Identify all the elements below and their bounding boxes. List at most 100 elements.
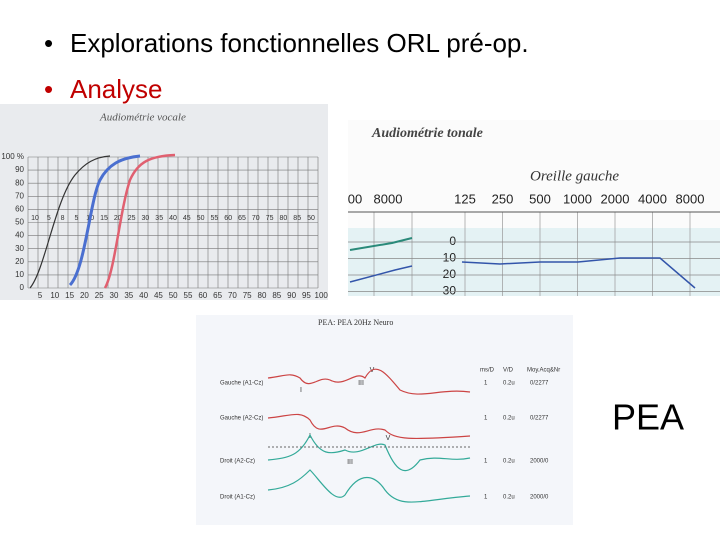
y-label: 30 [15, 244, 24, 253]
x-label: 35 [124, 291, 133, 300]
bullet-text: Explorations fonctionnelles ORL pré-op. [70, 28, 529, 58]
freq-label: 250 [492, 191, 514, 206]
mid-label: 40 [169, 215, 177, 222]
mid-label: 15 [100, 215, 108, 222]
peak-label: III [347, 459, 353, 466]
x-label: 100 [315, 291, 329, 300]
photo-title: PEA: PEA 20Hz Neuro [318, 318, 393, 327]
db-label: 30 [443, 284, 457, 298]
cell: 0.2u [503, 381, 515, 387]
curve [349, 237, 413, 251]
mid-label: 8 [61, 215, 65, 222]
bullet: • Explorations fonctionnelles ORL pré-op. [44, 28, 529, 58]
mid-label: 35 [155, 215, 163, 222]
x-label: 45 [154, 291, 163, 300]
mid-label: 85 [293, 215, 301, 222]
x-label: 70 [228, 291, 237, 300]
column-header: ms/D [480, 368, 495, 374]
x-label: 60 [198, 291, 207, 300]
y-label: 40 [15, 231, 24, 240]
photo-subtitle: Oreille gauche [530, 168, 619, 184]
cell: 0/2277 [530, 381, 549, 387]
cell: Droit (A2-Cz) [220, 459, 255, 465]
freq-label: 125 [454, 191, 476, 206]
mid-label: 50 [197, 215, 205, 222]
bullet-text: Analyse [70, 74, 163, 104]
mid-label: 25 [128, 215, 136, 222]
y-label: 80 [15, 178, 24, 187]
bullet: • Analyse [44, 74, 163, 104]
peak-label: I [300, 387, 302, 394]
grid: 00 8000 125 250 500 1000 2000 4000 8000 0 10 20 30 [348, 191, 720, 298]
cell: 1 [484, 416, 488, 422]
freq-label: 2000 [601, 191, 630, 206]
column-header: Moy.Acq&Nr [527, 368, 560, 374]
wave [267, 368, 471, 395]
caption: PEA [612, 397, 684, 438]
cell: Gauche (A2-Cz) [220, 416, 263, 422]
cell: 0.2u [503, 416, 515, 422]
curve [29, 155, 111, 289]
mid-label: 60 [224, 215, 232, 222]
photo-title: Audiométrie tonale [371, 126, 483, 141]
cell: Droit (A1-Cz) [220, 495, 255, 501]
peak-label: V [386, 435, 391, 442]
x-label: 30 [110, 291, 119, 300]
curve [103, 153, 176, 289]
y-label: 60 [15, 205, 24, 214]
y-label: 70 [15, 191, 24, 200]
column-header: V/D [503, 368, 514, 374]
photo-title: Audiométrie vocale [99, 112, 186, 124]
wave [267, 469, 471, 503]
mid-label: 50 [307, 215, 315, 222]
x-label: 55 [184, 291, 193, 300]
cell: 2000/0 [530, 495, 549, 501]
x-label: 15 [65, 291, 74, 300]
x-label: 50 [169, 291, 178, 300]
curve [68, 154, 141, 287]
x-label: 25 [95, 291, 104, 300]
peak-label: III [358, 380, 364, 387]
cell: 1 [484, 495, 488, 501]
mid-label: 70 [252, 215, 260, 222]
wave [267, 413, 471, 440]
cell: Gauche (A1-Cz) [220, 381, 263, 387]
x-label: 75 [243, 291, 252, 300]
cell: 0.2u [503, 459, 515, 465]
y-label: 90 [15, 165, 24, 174]
x-label: 90 [287, 291, 296, 300]
x-label: 40 [139, 291, 148, 300]
freq-label: 4000 [638, 191, 667, 206]
cell: 2000/0 [530, 459, 549, 465]
x-label: 85 [272, 291, 281, 300]
db-label: 0 [449, 234, 456, 248]
x-label: 95 [302, 291, 311, 300]
x-label: 65 [213, 291, 222, 300]
y-label: 50 [15, 218, 24, 227]
x-label: 10 [50, 291, 59, 300]
mid-label: 20 [114, 215, 122, 222]
x-label: 20 [80, 291, 89, 300]
mid-label: 45 [183, 215, 191, 222]
x-label: 5 [38, 291, 43, 300]
mid-label: 30 [142, 215, 150, 222]
mid-label: 5 [74, 215, 78, 222]
y-label: 10 [15, 270, 24, 279]
freq-label: 00 [348, 191, 362, 206]
cell: 1 [484, 381, 488, 387]
pea-table: ms/D V/D Moy.Acq&Nr Gauche (A1-Cz) 1 0.2u 0/22… [220, 367, 560, 501]
db-label: 10 [443, 251, 457, 265]
curve [461, 257, 696, 289]
y-label: 100 % [1, 152, 24, 161]
y-label: 0 [20, 283, 25, 292]
mid-label: 10 [31, 215, 39, 222]
mid-label: 65 [238, 215, 246, 222]
mid-label: 75 [266, 215, 274, 222]
cell: 1 [484, 459, 488, 465]
curve [349, 265, 413, 283]
cell: 0.2u [503, 495, 515, 501]
cell: 0/2277 [530, 416, 549, 422]
freq-label: 8000 [374, 191, 403, 206]
